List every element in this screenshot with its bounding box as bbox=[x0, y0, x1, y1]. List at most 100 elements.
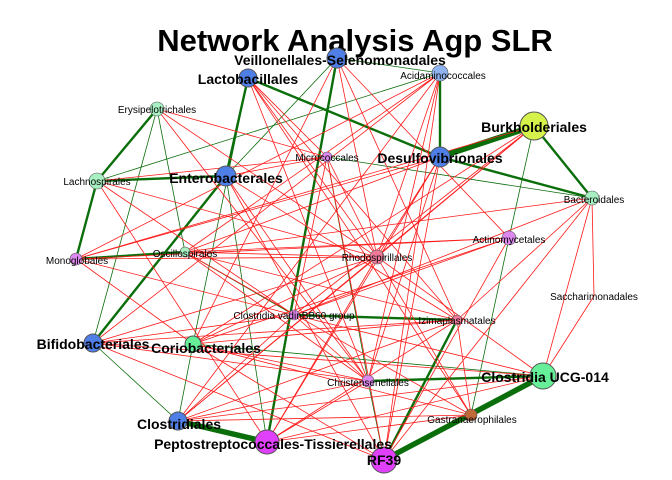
edge-clostridia_vadin-christensenellales bbox=[293, 314, 369, 382]
edge-christensenellales-peptostreptococcales bbox=[266, 380, 369, 443]
edge-rhodospirillales-gastranaerophilales bbox=[376, 256, 472, 416]
node-layer bbox=[69, 47, 600, 474]
edge-micrococcales-rf39 bbox=[326, 156, 385, 461]
edge-lachnospirales-micrococcales bbox=[96, 156, 328, 182]
node-bifidobacteriales[interactable] bbox=[83, 333, 103, 353]
edge-acidaminococcales-christensenellales bbox=[367, 72, 441, 382]
edge-monoglobales-coriobacteriales bbox=[75, 258, 194, 345]
node-label-rhodospirillales: Rhodospirillales bbox=[342, 253, 413, 264]
node-acidaminococcales[interactable] bbox=[431, 64, 449, 82]
edge-enterobacterales-christensenellales bbox=[225, 175, 369, 382]
edge-coriobacteriales-christensenellales bbox=[192, 343, 369, 382]
node-label-veillonellales: Veillonellales-Selenomonadales bbox=[234, 52, 446, 68]
edge-rhodospirillales-coriobacteriales bbox=[192, 256, 378, 345]
node-clostridiales[interactable] bbox=[168, 411, 188, 431]
edge-coriobacteriales-clostridia_ucg014 bbox=[192, 343, 544, 377]
node-erysipelotrichales[interactable] bbox=[149, 101, 165, 117]
node-label-monoglobales: Monoglobales bbox=[46, 256, 108, 267]
node-actinomycetales[interactable] bbox=[501, 230, 517, 246]
edge-enterobacterales-bifidobacteriales bbox=[91, 174, 228, 345]
edge-gastranaerophilales-peptostreptococcales bbox=[266, 414, 472, 443]
chart-title: Network Analysis Agp SLR bbox=[157, 23, 553, 58]
node-label-micrococcales: Micrococcales bbox=[295, 153, 358, 164]
edge-bacteroidales-clostridia_vadin bbox=[293, 197, 593, 316]
edge-layer bbox=[74, 56, 595, 463]
node-veillonellales[interactable] bbox=[326, 47, 348, 69]
node-bacteroidales[interactable] bbox=[584, 190, 600, 206]
edge-lactobacillales-christensenellales bbox=[247, 77, 369, 382]
node-clostridia_ucg014[interactable] bbox=[529, 362, 557, 390]
edge-micrococcales-clostridia_vadin bbox=[293, 156, 328, 316]
edge-enterobacterales-izimaplasmatales bbox=[225, 175, 458, 321]
edge-micrococcales-rhodospirillales bbox=[326, 156, 378, 258]
node-lachnospirales[interactable] bbox=[88, 172, 106, 190]
node-label-bifidobacteriales: Bifidobacteriales bbox=[37, 336, 150, 352]
node-clostridia_vadin[interactable] bbox=[288, 309, 300, 321]
edge-veillonellales-actinomycetales bbox=[336, 57, 510, 239]
node-christensenellales[interactable] bbox=[361, 374, 375, 388]
node-label-christensenellales: Christensenellales bbox=[327, 378, 409, 389]
node-label-rf39: RF39 bbox=[367, 452, 401, 468]
edge-lachnospirales-clostridia_vadin bbox=[96, 180, 295, 316]
edge-bacteroidales-izimaplasmatales bbox=[456, 197, 593, 321]
edge-clostridia_ucg014-peptostreptococcales bbox=[266, 375, 544, 443]
node-label-peptostreptococcales: Peptostreptococcales-Tissierellales bbox=[154, 436, 392, 452]
edge-lachnospirales-rhodospirillales bbox=[96, 180, 378, 258]
edge-enterobacterales-micrococcales bbox=[225, 156, 328, 177]
edge-bifidobacteriales-clostridiales bbox=[92, 342, 179, 422]
node-label-acidaminococcales: Acidaminococcales bbox=[400, 71, 486, 82]
edge-erysipelotrichales-oscillospirales bbox=[156, 108, 186, 253]
node-izimaplasmatales[interactable] bbox=[451, 314, 463, 326]
node-oscillospirales[interactable] bbox=[179, 246, 191, 258]
node-monoglobales[interactable] bbox=[69, 252, 83, 266]
edge-actinomycetales-clostridia_vadin bbox=[293, 237, 510, 316]
edge-bifidobacteriales-rf39 bbox=[92, 342, 385, 461]
node-enterobacterales[interactable] bbox=[215, 165, 237, 187]
node-lactobacillales[interactable] bbox=[238, 68, 258, 88]
edge-lactobacillales-coriobacteriales bbox=[192, 77, 249, 345]
edge-bifidobacteriales-christensenellales bbox=[92, 342, 369, 382]
node-label-coriobacteriales: Coriobacteriales bbox=[151, 340, 261, 356]
node-rhodospirillales[interactable] bbox=[369, 249, 385, 265]
edge-lactobacillales-gastranaerophilales bbox=[247, 77, 472, 416]
node-label-desulfovibrionales: Desulfovibrionales bbox=[377, 150, 502, 166]
node-micrococcales[interactable] bbox=[321, 151, 333, 163]
edge-rhodospirillales-bifidobacteriales bbox=[92, 256, 378, 344]
edge-erysipelotrichales-bifidobacteriales bbox=[92, 108, 158, 344]
node-peptostreptococcales[interactable] bbox=[254, 429, 280, 455]
node-label-actinomycetales: Actinomycetales bbox=[473, 235, 546, 246]
edge-enterobacterales-peptostreptococcales bbox=[225, 175, 268, 443]
edge-acidaminococcales-oscillospirales bbox=[184, 72, 441, 253]
edge-oscillospirales-rhodospirillales bbox=[184, 251, 378, 258]
node-label-gastranaerophilales: Gastranaerophilales bbox=[427, 415, 517, 426]
edge-clostridia_vadin-izimaplasmatales bbox=[292, 313, 459, 322]
node-label-saccharimonadales: Saccharimonadales bbox=[550, 292, 638, 303]
edge-bacteroidales-oscillospirales bbox=[184, 197, 593, 253]
edge-monoglobales-rhodospirillales bbox=[75, 256, 378, 260]
edge-bacteroidales-clostridia_ucg014 bbox=[542, 197, 593, 377]
node-burkholderiales[interactable] bbox=[519, 111, 549, 141]
edge-clostridia_ucg014-clostridiales bbox=[177, 375, 544, 422]
node-label-clostridia_ucg014: Clostridia UCG-014 bbox=[481, 369, 609, 385]
edge-lactobacillales-rhodospirillales bbox=[247, 77, 378, 258]
node-desulfovibrionales[interactable] bbox=[429, 146, 451, 168]
edge-coriobacteriales-rf39 bbox=[192, 343, 385, 461]
edge-acidaminococcales-rf39 bbox=[383, 72, 441, 461]
edge-actinomycetales-oscillospirales bbox=[184, 237, 510, 253]
node-gastranaerophilales[interactable] bbox=[464, 408, 478, 422]
edge-veillonellales-peptostreptococcales bbox=[265, 56, 339, 444]
node-label-bacteroidales: Bacteroidales bbox=[564, 195, 625, 206]
edge-monoglobales-clostridia_vadin bbox=[75, 258, 295, 316]
edge-veillonellales-izimaplasmatales bbox=[336, 57, 458, 321]
node-rf39[interactable] bbox=[370, 446, 398, 474]
edge-actinomycetales-coriobacteriales bbox=[192, 237, 510, 345]
edge-clostridia_vadin-clostridiales bbox=[177, 314, 295, 422]
edge-lachnospirales-monoglobales bbox=[74, 179, 99, 261]
edge-izimaplasmatales-gastranaerophilales bbox=[456, 319, 472, 416]
edge-acidaminococcales-monoglobales bbox=[75, 72, 441, 260]
node-label-izimaplasmatales: Izimaplasmatales bbox=[418, 316, 495, 327]
node-label-clostridia_vadin: Clostridia vadinBB60 group bbox=[233, 311, 355, 322]
node-coriobacteriales[interactable] bbox=[184, 335, 202, 353]
edge-veillonellales-rhodospirillales bbox=[336, 57, 378, 258]
edge-bifidobacteriales-clostridia_ucg014 bbox=[92, 342, 544, 377]
